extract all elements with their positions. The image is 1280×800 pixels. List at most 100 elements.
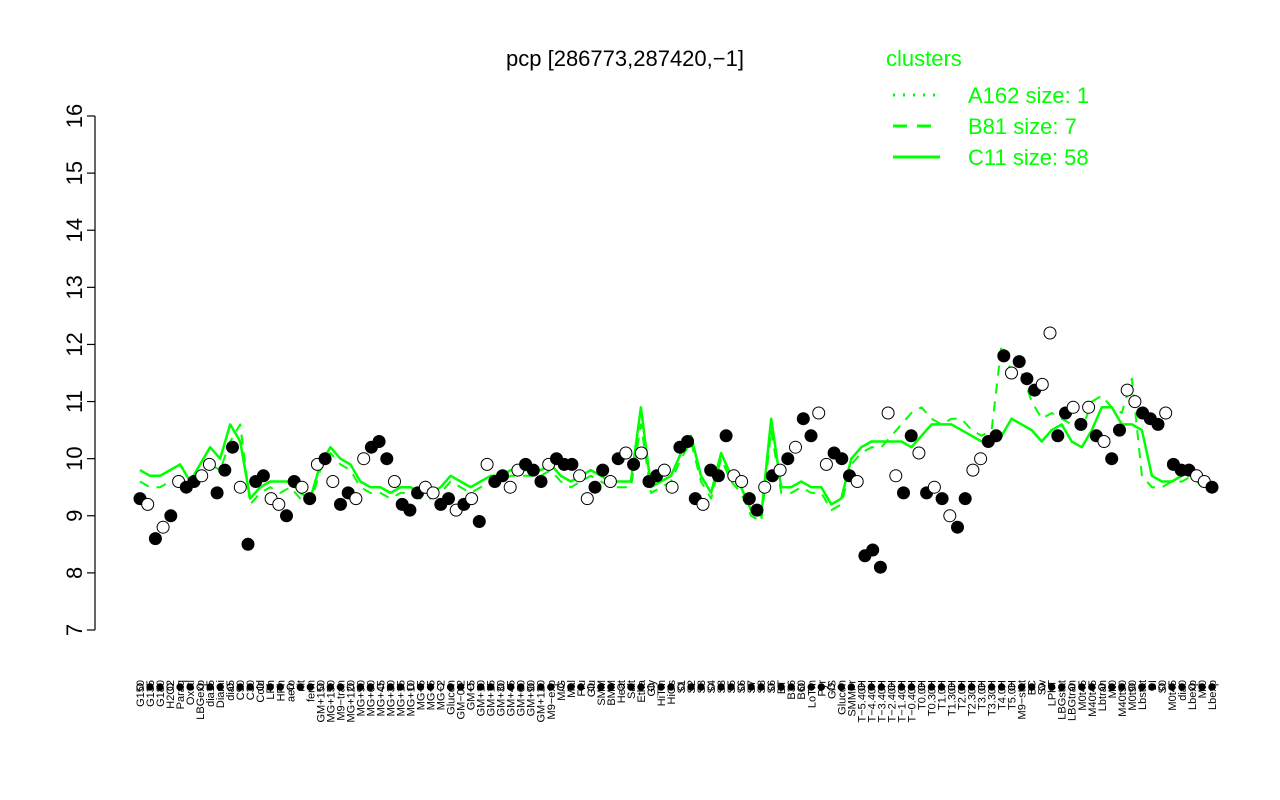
x-tick-mark-61 — [747, 683, 755, 691]
data-point-105 — [943, 509, 957, 523]
series-line-solid — [139, 406, 1203, 518]
data-point-10 — [210, 486, 224, 500]
x-tick-label-104: dia0 — [1177, 680, 1189, 701]
x-tick-label-19: MG+150 — [325, 680, 337, 723]
x-tick-label-51: Gly — [646, 680, 658, 697]
data-point-139 — [1205, 480, 1219, 494]
y-tick-label-4: 11 — [62, 390, 87, 413]
x-tick-label-76: T−1.40H — [896, 680, 908, 723]
data-point-31 — [372, 435, 386, 448]
x-tick-mark-43 — [567, 683, 575, 691]
data-point-100 — [904, 429, 918, 443]
x-tick-label-85: T3.30H — [987, 680, 999, 716]
x-tick-label-88: M9−stat — [1017, 680, 1029, 719]
x-tick-label-69: G/S — [826, 680, 838, 699]
y-tick-label-0: 7 — [62, 624, 87, 636]
x-tick-label-77: T−0.40H — [906, 680, 918, 723]
data-point-38 — [426, 486, 440, 500]
x-tick-label-34: GM+10 — [476, 680, 488, 716]
x-tick-label-36: GM+30 — [496, 680, 508, 716]
x-tick-label-63: S6 — [766, 680, 778, 693]
x-tick-label-22: MG+90 — [355, 680, 367, 716]
x-tick-mark-8 — [216, 683, 224, 691]
data-point-44 — [472, 515, 486, 528]
x-tick-label-12: Cold — [255, 680, 267, 703]
data-point-91 — [835, 452, 849, 466]
x-tick-label-46: SMM — [596, 680, 608, 706]
x-tick-label-40: GM+120 — [536, 680, 548, 723]
x-tick-label-35: GM+15 — [486, 680, 498, 716]
data-point-96 — [873, 560, 887, 574]
x-tick-mark-107 — [1208, 683, 1216, 691]
x-tick-mark-41 — [547, 683, 555, 691]
x-tick-label-90: Sw — [1037, 680, 1049, 695]
data-point-118 — [1043, 326, 1057, 340]
data-point-89 — [819, 457, 833, 471]
legend-label-dotted: A162 size: 1 — [968, 83, 1089, 108]
x-tick-mark-88 — [1017, 683, 1026, 691]
data-point-16 — [256, 469, 270, 483]
x-tick-label-100: Lbstat — [1137, 680, 1149, 710]
data-point-115 — [1020, 372, 1034, 386]
y-tick-label-5: 12 — [62, 332, 87, 356]
x-tick-mark-104 — [1178, 683, 1186, 691]
y-tick-label-7: 14 — [62, 218, 87, 242]
data-point-8 — [195, 469, 209, 483]
x-tick-mark-64 — [777, 683, 785, 691]
x-tick-label-24: MG+45 — [375, 680, 387, 716]
legend: clusters A162 size: 1 B81 size: 7 C11 si… — [886, 46, 1089, 170]
x-tick-mark-12 — [256, 683, 264, 691]
x-tick-mark-69 — [827, 683, 835, 691]
y-tick-label-3: 10 — [62, 446, 87, 470]
data-point-40 — [442, 492, 455, 506]
data-point-45 — [480, 457, 494, 471]
x-tick-mark-7 — [206, 683, 214, 691]
x-tick-mark-40 — [537, 683, 545, 691]
y-tick-label-2: 9 — [62, 510, 87, 522]
x-tick-label-1: G135 — [145, 680, 157, 707]
x-tick-mark-59 — [727, 683, 735, 691]
legend-title: clusters — [886, 46, 962, 71]
x-tick-mark-66 — [797, 683, 805, 691]
x-tick-mark-31 — [446, 683, 455, 691]
x-tick-label-28: MG+5 — [416, 680, 428, 710]
x-tick-label-23: MG+60 — [365, 680, 377, 716]
data-point-18 — [272, 497, 286, 511]
data-point-26 — [334, 497, 347, 511]
x-tick-mark-63 — [767, 683, 775, 691]
x-tick-mark-33 — [466, 683, 475, 691]
legend-label-dashed: B81 size: 7 — [968, 114, 1077, 139]
x-tick-label-43: Mal — [566, 680, 578, 698]
x-tick-label-99: M0t90 — [1127, 680, 1139, 711]
x-tick-label-57: S4 — [706, 680, 718, 693]
x-tick-label-8: Diami — [215, 680, 227, 708]
data-point-85 — [789, 440, 802, 454]
x-tick-mark-102 — [1158, 683, 1166, 691]
data-point-52 — [534, 475, 548, 488]
data-point-107 — [958, 492, 972, 506]
x-tick-label-3: H2O2 — [165, 680, 177, 709]
x-tick-label-91: LPhT — [1047, 680, 1059, 707]
data-point-109 — [974, 452, 988, 466]
x-tick-label-4: Paraq — [175, 680, 187, 709]
data-point-133 — [1159, 406, 1173, 420]
x-tick-mark-6 — [196, 683, 204, 691]
data-point-76 — [719, 429, 733, 443]
x-tick-label-73: T−4.40H — [866, 680, 878, 723]
x-tick-label-102: S0 — [1157, 680, 1169, 693]
y-tick-label-9: 16 — [62, 104, 87, 128]
x-tick-mark-87 — [1007, 683, 1016, 691]
x-tick-label-0: G150 — [135, 680, 147, 707]
data-point-51 — [526, 463, 540, 477]
x-tick-mark-11 — [246, 683, 254, 691]
x-tick-mark-22 — [356, 683, 365, 691]
x-tick-mark-25 — [386, 683, 395, 691]
legend-entry-solid: C11 size: 58 — [893, 145, 1089, 170]
data-point-126 — [1105, 452, 1119, 466]
data-point-123 — [1082, 400, 1096, 414]
x-tick-label-97: Mt0 — [1107, 680, 1119, 698]
data-point-58 — [580, 492, 594, 506]
x-tick-mark-75 — [887, 683, 896, 691]
x-tick-mark-55 — [687, 683, 695, 691]
data-point-60 — [596, 463, 610, 477]
